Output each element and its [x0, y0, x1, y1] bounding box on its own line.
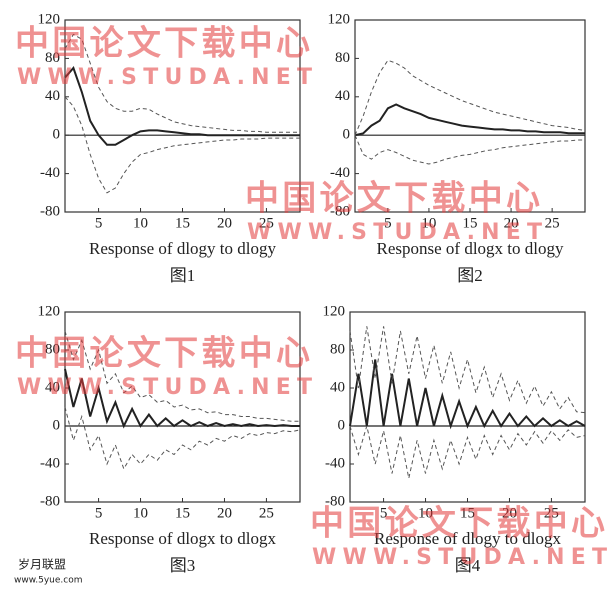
watermark-url: WWW.STUDA.NET — [17, 65, 312, 90]
x-tick-label: 15 — [460, 505, 475, 521]
x-axis-label: Response of dlogy to dlogy — [89, 239, 276, 258]
x-tick-label: 20 — [502, 505, 517, 521]
x-tick-label: 20 — [504, 215, 519, 231]
y-tick-label: 40 — [335, 88, 350, 104]
y-tick-label: -40 — [330, 165, 350, 181]
x-tick-label: 5 — [380, 505, 388, 521]
y-tick-label: 120 — [38, 303, 61, 319]
caption: 图4 — [455, 556, 481, 575]
x-tick-label: 15 — [175, 215, 190, 231]
y-tick-label: -40 — [325, 455, 345, 471]
caption: 图1 — [170, 266, 196, 285]
band-line — [64, 33, 300, 133]
y-tick-label: -80 — [40, 203, 60, 219]
y-tick-label: -80 — [40, 493, 60, 509]
x-axis-label: Response of dlogy to dlogx — [374, 529, 561, 548]
x-tick-label: 25 — [544, 505, 559, 521]
x-tick-label: 5 — [95, 215, 103, 231]
watermark-cn: 中国论文下载中心 — [15, 24, 310, 64]
band-line — [349, 425, 586, 479]
caption: 图3 — [170, 556, 196, 575]
band-line — [64, 96, 300, 194]
y-tick-label: 40 — [330, 379, 345, 395]
y-tick-label: 120 — [38, 11, 61, 27]
x-axis-label: Response of dlogx to dlogy — [377, 239, 564, 258]
x-tick-label: 5 — [384, 215, 392, 231]
x-tick-label: 25 — [259, 215, 274, 231]
x-tick-label: 10 — [421, 215, 436, 231]
band-line — [64, 330, 300, 422]
y-tick-label: -80 — [330, 203, 350, 219]
y-tick-label: 0 — [53, 127, 61, 143]
band-line — [349, 326, 586, 414]
y-tick-label: 0 — [53, 417, 61, 433]
band-line — [64, 406, 301, 470]
band-line — [354, 135, 585, 165]
y-tick-label: 120 — [323, 303, 346, 319]
x-tick-label: 25 — [259, 505, 274, 521]
x-tick-label: 5 — [95, 505, 103, 521]
x-tick-label: 20 — [217, 215, 232, 231]
logo-name: 岁月联盟 — [18, 557, 66, 572]
x-tick-label: 25 — [545, 215, 560, 231]
y-tick-label: 0 — [338, 417, 346, 433]
y-tick-label: 80 — [45, 341, 60, 357]
x-axis-label: Response of dlogx to dlogx — [89, 529, 276, 548]
x-tick-label: 10 — [133, 505, 148, 521]
logo-url: www.5yue.com — [14, 576, 83, 586]
band-line — [354, 59, 586, 136]
x-tick-label: 15 — [175, 505, 190, 521]
x-tick-label: 15 — [463, 215, 478, 231]
response-line — [349, 359, 586, 430]
y-tick-label: 40 — [45, 379, 60, 395]
x-tick-label: 10 — [418, 505, 433, 521]
watermark-cn: 中国论文下载中心 — [15, 334, 310, 374]
y-tick-label: -40 — [40, 455, 60, 471]
y-tick-label: -40 — [40, 165, 60, 181]
y-tick-label: 120 — [328, 11, 351, 27]
x-tick-label: 20 — [217, 505, 232, 521]
watermark-url: WWW.STUDA.NET — [312, 545, 607, 570]
response-line — [354, 103, 585, 137]
watermark-url: WWW.STUDA.NET — [247, 220, 542, 245]
watermark-url: WWW.STUDA.NET — [17, 375, 312, 400]
response-line — [64, 368, 300, 429]
y-tick-label: 40 — [45, 88, 60, 104]
y-tick-label: 0 — [343, 127, 351, 143]
y-tick-label: 80 — [330, 341, 345, 357]
y-tick-label: 80 — [45, 50, 60, 66]
response-line — [64, 66, 300, 146]
y-tick-label: 80 — [335, 50, 350, 66]
x-tick-label: 10 — [133, 215, 148, 231]
y-tick-label: -80 — [325, 493, 345, 509]
caption: 图2 — [457, 266, 483, 285]
